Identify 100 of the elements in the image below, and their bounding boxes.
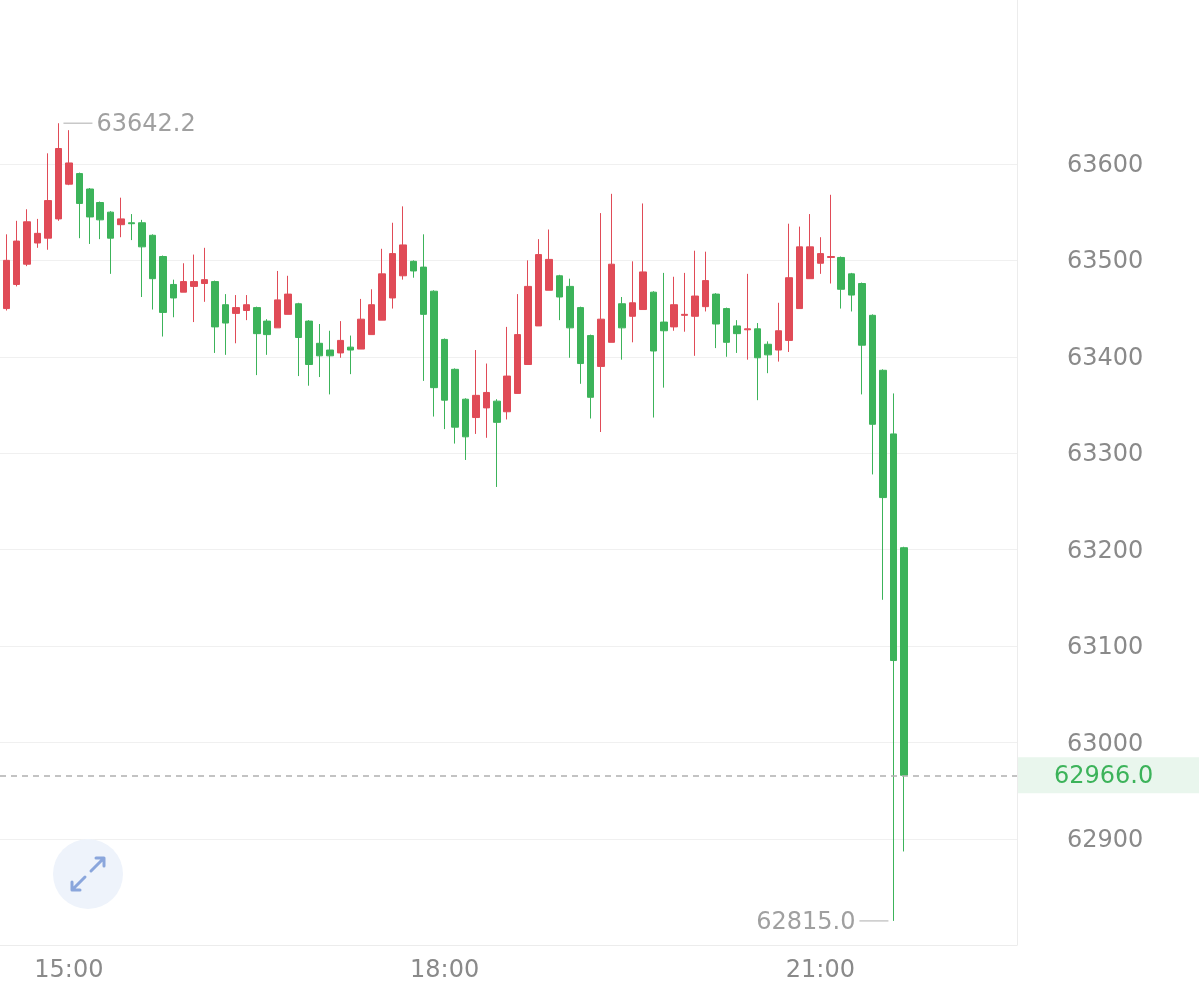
candlestick (890, 392, 897, 922)
candlestick (869, 313, 876, 475)
candlestick (639, 202, 647, 311)
y-tick-label: 63300 (1067, 439, 1144, 468)
candlestick (691, 250, 699, 357)
candlestick (535, 238, 542, 327)
candlestick (44, 152, 52, 251)
candlestick (702, 251, 709, 312)
candlestick (764, 340, 772, 374)
y-tick-label: 63000 (1067, 728, 1144, 757)
candlestick (368, 288, 375, 336)
candlestick (55, 122, 62, 222)
candlestick (274, 270, 281, 329)
candlestick (618, 296, 626, 361)
candlestick (232, 294, 240, 344)
candlestick (76, 172, 83, 239)
candlestick (775, 302, 782, 363)
candlestick (420, 233, 427, 382)
candlestick (462, 397, 469, 461)
candlestick (34, 218, 41, 249)
candlestick (159, 255, 167, 338)
candlestick (23, 208, 31, 267)
candlestick (128, 213, 135, 241)
candlestick (817, 236, 824, 275)
candlestick (201, 247, 208, 303)
candlestick (577, 306, 584, 385)
candlestick (670, 276, 678, 332)
candlestick (107, 210, 114, 275)
y-tick-label: 63400 (1067, 342, 1144, 371)
candlestick (827, 194, 835, 284)
candlestick (837, 256, 845, 310)
candlestick (723, 307, 730, 358)
candlestick (316, 323, 323, 378)
candlestick (493, 398, 501, 488)
candlestick (399, 205, 407, 281)
candlestick (514, 293, 521, 394)
x-tick-label: 21:00 (785, 955, 855, 983)
candlestick (190, 254, 198, 323)
candlestick (712, 292, 720, 349)
y-tick-label: 63500 (1067, 246, 1144, 275)
candlestick (451, 367, 459, 445)
candlestick (357, 298, 365, 350)
candlestick (284, 275, 292, 315)
candlestick (86, 187, 94, 245)
candlestick (806, 213, 814, 280)
candlestick (629, 260, 636, 343)
candlestick (211, 280, 219, 354)
candlestick (378, 248, 386, 321)
candlestick (138, 219, 146, 298)
candlestick (222, 293, 229, 356)
y-tick-label: 63100 (1067, 632, 1144, 661)
candlestick (170, 279, 177, 318)
candlestick (524, 259, 532, 365)
candlestick (180, 262, 187, 293)
candlestick (253, 306, 261, 376)
candlestick (796, 226, 803, 310)
candlestick (295, 302, 302, 377)
candlestick (410, 259, 417, 279)
candlestick (587, 334, 594, 419)
candlestick (13, 220, 20, 287)
candlestick (305, 319, 313, 387)
candlestick (389, 222, 396, 310)
annotation: 63642.2 (96, 109, 196, 138)
candlestick (347, 335, 354, 375)
candlestick (733, 319, 741, 354)
candlestick (785, 223, 793, 353)
candlestick (503, 326, 511, 420)
candlestick (681, 272, 688, 333)
candlestick (65, 129, 73, 186)
annotation: 62815.0 (756, 906, 856, 935)
candlestick (650, 290, 657, 419)
x-tick-label: 18:00 (410, 955, 480, 983)
candlestick (608, 193, 615, 343)
candlestick (263, 318, 271, 356)
candlestick (744, 273, 751, 361)
candlestick (545, 229, 553, 291)
candlestick (472, 349, 480, 435)
candlestick (441, 337, 448, 430)
candlestick (858, 282, 866, 395)
candlestick (483, 363, 490, 439)
ref-line-label: 62966.0 (1054, 761, 1154, 790)
x-tick-label: 15:00 (34, 955, 104, 983)
y-tick-label: 62900 (1067, 824, 1144, 853)
y-tick-label: 63200 (1067, 535, 1144, 564)
candlestick (337, 320, 344, 359)
candlestick (660, 272, 668, 389)
candlestick (117, 197, 125, 238)
candlestick (96, 201, 104, 240)
candlestick (430, 289, 438, 418)
y-tick-label: 63600 (1067, 149, 1144, 178)
candlestick (243, 294, 250, 321)
candlestick (556, 274, 563, 321)
candlestick (149, 233, 156, 311)
candlestick (3, 233, 10, 311)
candlestick (879, 368, 887, 601)
candlestick (900, 546, 908, 852)
candlestick (754, 322, 761, 401)
candlestick (597, 212, 605, 433)
candlestick (326, 330, 334, 395)
candlestick (566, 278, 574, 359)
